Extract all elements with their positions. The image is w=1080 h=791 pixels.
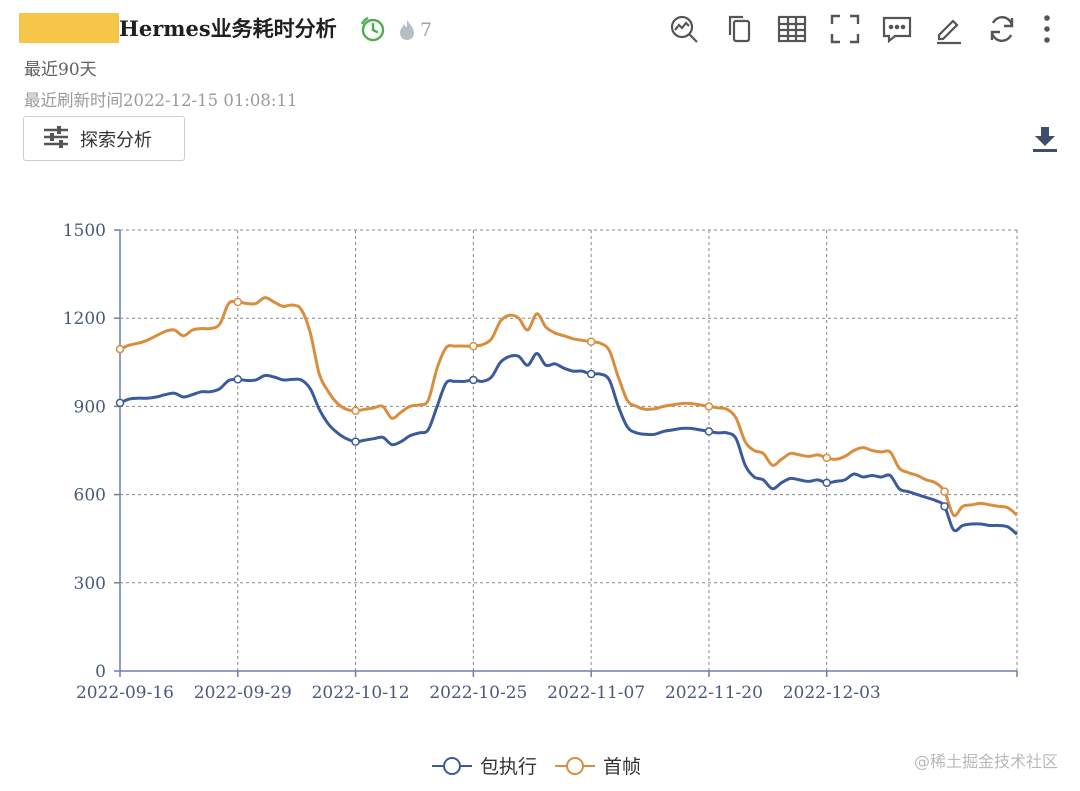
copy-icon[interactable] [723, 12, 757, 46]
explore-analysis-button[interactable]: 探索分析 [23, 116, 185, 161]
legend-item-first-frame[interactable]: 首帧 [555, 752, 641, 779]
data-point [704, 427, 714, 436]
more-icon[interactable] [1030, 12, 1064, 46]
legend-swatch-blue [432, 756, 472, 775]
y-tick-label: 600 [74, 486, 106, 506]
page-title: Hermes业务耗时分析 [119, 16, 337, 41]
timer-icon [356, 13, 388, 45]
data-point [469, 341, 478, 351]
redacted-label [19, 13, 119, 43]
series-line-package-exec [119, 352, 1018, 536]
x-tick-label: 2022-09-29 [194, 683, 292, 703]
x-tick-label: 2022-09-16 [76, 683, 174, 703]
fullscreen-icon[interactable] [828, 12, 862, 46]
watermark: @稀土掘金技术社区 [913, 752, 1058, 771]
y-tick-label: 300 [74, 574, 106, 594]
data-point [940, 487, 949, 496]
data-point [115, 398, 125, 408]
table-icon[interactable] [775, 12, 809, 46]
data-point [586, 369, 596, 379]
data-point [704, 402, 714, 411]
hot-count: 7 [420, 19, 433, 41]
x-tick-label: 2022-11-20 [665, 683, 763, 703]
period-label: 最近90天 [24, 60, 97, 80]
legend-swatch-orange [555, 756, 596, 775]
x-tick-label: 2022-10-12 [312, 683, 410, 703]
x-tick-label: 2022-11-07 [547, 683, 645, 703]
edit-icon[interactable] [932, 12, 966, 46]
data-point [233, 297, 243, 307]
refresh-time: 最近刷新时间2022-12-15 01:08:11 [24, 91, 298, 110]
comment-icon[interactable] [880, 12, 914, 46]
legend-label: 包执行 [480, 756, 538, 778]
series-line-first-frame [119, 296, 1018, 518]
data-point [469, 375, 478, 385]
data-point [351, 437, 360, 446]
data-point [822, 453, 831, 463]
explore-analysis-label: 探索分析 [80, 129, 152, 151]
analysis-icon[interactable] [667, 12, 701, 46]
data-point [822, 478, 831, 488]
x-tick-label: 2022-10-25 [429, 683, 527, 703]
chart-legend: 包执行 首帧 [432, 752, 659, 779]
fire-icon [395, 16, 419, 44]
legend-item-package-exec[interactable]: 包执行 [432, 752, 537, 779]
download-icon[interactable] [1028, 122, 1062, 156]
legend-label: 首帧 [603, 756, 642, 778]
refresh-icon[interactable] [985, 12, 1019, 46]
y-tick-label: 1200 [63, 309, 106, 329]
y-tick-label: 0 [95, 662, 106, 682]
data-point [940, 502, 949, 511]
data-point [586, 337, 596, 346]
data-point [351, 406, 360, 416]
y-tick-label: 1500 [63, 221, 106, 241]
y-tick-label: 900 [74, 397, 106, 417]
data-point [233, 375, 243, 384]
x-tick-label: 2022-12-03 [783, 683, 881, 703]
data-point [115, 344, 125, 354]
filter-sliders-icon [42, 125, 70, 153]
